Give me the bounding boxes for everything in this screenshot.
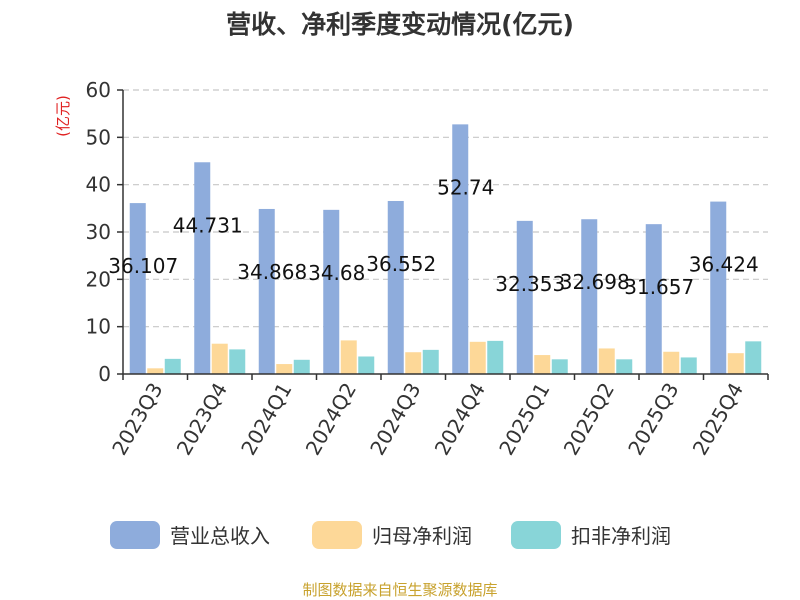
y-tick-label: 0: [98, 362, 111, 386]
bar-2023Q3-0: [129, 203, 146, 374]
bar-2024Q1-0: [258, 208, 275, 374]
data-label: 36.107: [108, 254, 178, 278]
bar-2025Q3-1: [663, 351, 680, 374]
legend: 营业总收入 归母净利润 扣非净利润: [110, 521, 671, 549]
bar-2024Q4-2: [487, 340, 504, 374]
bar-2024Q1-1: [276, 364, 293, 374]
x-tick-label: 2025Q4: [688, 379, 748, 460]
bar-2025Q4-1: [727, 353, 744, 374]
y-axis-label: (亿元): [54, 95, 72, 137]
bar-2024Q4-0: [452, 124, 469, 374]
bar-2025Q1-1: [534, 355, 551, 374]
bar-2023Q4-1: [211, 343, 228, 374]
x-tick-label: 2024Q3: [365, 379, 425, 460]
x-tick-label: 2023Q3: [107, 379, 167, 460]
bar-2023Q3-1: [147, 368, 164, 374]
bar-2024Q3-2: [422, 349, 439, 374]
y-tick-label: 20: [86, 267, 111, 291]
source-note: 制图数据来自恒生聚源数据库: [302, 581, 497, 599]
bar-2025Q2-0: [581, 219, 598, 374]
y-tick-label: 60: [86, 78, 111, 102]
data-label: 44.731: [173, 213, 243, 237]
data-labels: 36.107 44.731 34.868 34.68 36.552 52.74 32.353…: [108, 175, 758, 299]
legend-label[interactable]: 扣非净利润: [571, 524, 671, 548]
bar-2024Q1-2: [293, 359, 310, 374]
y-tick-label: 30: [86, 220, 111, 244]
bars: [129, 124, 762, 374]
data-label: 36.552: [366, 252, 436, 276]
bar-2025Q2-2: [616, 359, 633, 374]
data-label: 32.353: [495, 272, 565, 296]
bar-2024Q2-2: [358, 356, 375, 374]
data-label: 52.74: [437, 175, 494, 199]
data-label: 32.698: [560, 270, 630, 294]
legend-label[interactable]: 归母净利润: [372, 524, 472, 548]
legend-swatch[interactable]: [110, 521, 160, 549]
x-tick-label: 2025Q1: [494, 379, 554, 460]
legend-label[interactable]: 营业总收入: [170, 524, 270, 548]
x-tick-label: 2023Q4: [172, 379, 232, 460]
bar-2024Q2-1: [340, 340, 357, 374]
data-label: 34.868: [237, 260, 307, 284]
x-tick-label: 2025Q3: [623, 379, 683, 460]
bar-2025Q3-2: [680, 357, 697, 374]
bar-2025Q4-0: [710, 201, 727, 374]
bar-2024Q3-1: [405, 352, 422, 374]
bar-2023Q4-2: [229, 349, 246, 374]
bar-2025Q1-2: [551, 359, 568, 374]
bar-2024Q2-0: [323, 209, 340, 374]
x-tick-label: 2025Q2: [559, 379, 619, 460]
bar-2025Q3-0: [645, 224, 662, 374]
y-tick-label: 40: [86, 173, 111, 197]
y-tick-label: 10: [86, 315, 111, 339]
bar-2025Q4-2: [745, 341, 762, 374]
bar-2024Q3-0: [387, 200, 404, 374]
chart-title: 营收、净利季度变动情况(亿元): [226, 10, 574, 39]
x-tick-label: 2024Q2: [301, 379, 361, 460]
data-label: 34.68: [308, 261, 365, 285]
legend-swatch[interactable]: [312, 521, 362, 549]
bar-2023Q3-2: [164, 358, 181, 374]
bar-2025Q1-0: [516, 220, 533, 374]
bar-2025Q2-1: [598, 348, 615, 374]
data-label: 31.657: [624, 275, 694, 299]
data-label: 36.424: [689, 253, 759, 277]
bar-2023Q4-0: [194, 162, 211, 374]
grid-lines: [123, 89, 768, 328]
legend-swatch[interactable]: [511, 521, 561, 549]
bar-2024Q4-1: [469, 341, 486, 374]
y-tick-label: 50: [86, 125, 111, 149]
x-tick-label: 2024Q4: [430, 379, 490, 460]
x-tick-label: 2024Q1: [236, 379, 296, 460]
